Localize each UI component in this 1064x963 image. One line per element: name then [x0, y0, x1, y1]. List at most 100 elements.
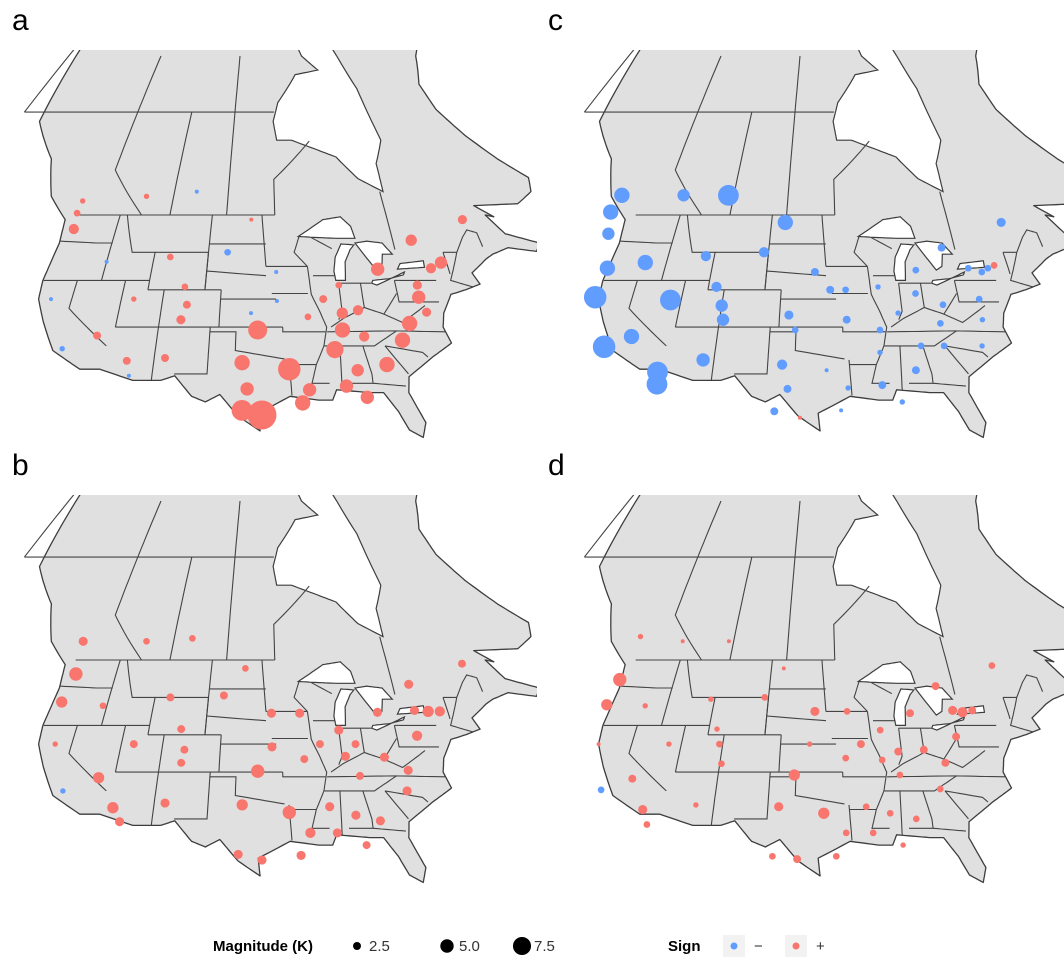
site-bubble	[405, 234, 417, 246]
site-bubble	[592, 335, 616, 359]
border	[100, 214, 121, 281]
border	[870, 236, 893, 250]
border	[306, 266, 330, 384]
border	[821, 659, 827, 712]
site-bubble	[236, 799, 248, 811]
border	[866, 266, 890, 384]
border	[114, 725, 127, 773]
water-body	[333, 243, 356, 281]
site-bubble	[791, 326, 799, 334]
border	[848, 804, 853, 841]
site-bubble	[711, 281, 722, 293]
site-bubble	[788, 769, 800, 781]
panel-label: b	[12, 449, 29, 482]
border	[933, 382, 966, 387]
water-body	[370, 270, 406, 286]
legend-label: 7.5	[534, 938, 555, 955]
site-bubble	[251, 764, 265, 778]
site-bubble	[996, 217, 1006, 227]
site-bubble	[716, 313, 730, 326]
site-bubble	[412, 280, 422, 290]
site-bubble	[129, 740, 138, 749]
border	[883, 775, 957, 792]
site-bubble	[666, 741, 672, 747]
border	[157, 734, 165, 773]
land	[597, 495, 1064, 884]
border	[1016, 674, 1037, 698]
site-bubble	[340, 751, 350, 761]
border	[1003, 251, 1034, 288]
site-bubble	[104, 259, 109, 264]
border	[583, 50, 635, 113]
legend-color-key	[730, 942, 738, 950]
border	[218, 289, 222, 328]
border	[848, 359, 853, 396]
site-bubble	[332, 828, 342, 838]
site-bubble	[856, 740, 865, 749]
border	[384, 790, 429, 803]
site-bubble	[233, 849, 243, 859]
border	[674, 725, 687, 773]
border	[866, 711, 890, 829]
legend-size-key	[512, 936, 532, 956]
site-bubble	[59, 345, 65, 352]
border	[373, 382, 406, 387]
site-bubble	[777, 214, 793, 231]
site-bubble	[758, 247, 770, 258]
border	[126, 659, 156, 735]
site-bubble	[596, 742, 601, 747]
water-body	[832, 50, 944, 193]
site-bubble	[177, 758, 186, 767]
border	[710, 327, 720, 381]
site-bubble	[425, 263, 437, 274]
site-bubble	[862, 803, 870, 811]
border	[60, 240, 113, 244]
site-bubble	[715, 299, 728, 312]
border	[853, 236, 868, 267]
border	[1016, 229, 1037, 253]
site-bubble	[304, 313, 312, 321]
border	[169, 556, 193, 661]
site-bubble	[878, 381, 887, 390]
site-bubble	[845, 385, 851, 391]
site-bubble	[404, 679, 414, 689]
site-bubble	[160, 798, 170, 808]
site-bubble	[979, 316, 986, 323]
border	[933, 827, 966, 832]
site-bubble	[948, 705, 958, 715]
site-bubble	[126, 373, 131, 378]
border	[330, 738, 397, 773]
border	[384, 345, 429, 358]
border	[157, 289, 165, 328]
site-bubble	[335, 281, 343, 289]
border	[23, 495, 75, 558]
water-body	[296, 216, 356, 239]
water-body	[893, 243, 916, 281]
site-bubble	[181, 283, 189, 291]
site-bubble	[716, 740, 723, 748]
site-bubble	[372, 707, 382, 717]
border	[442, 697, 451, 720]
border	[786, 557, 796, 661]
site-bubble	[776, 359, 788, 370]
border	[174, 331, 211, 375]
water-body	[856, 661, 916, 684]
site-bubble	[267, 742, 277, 752]
legend-label: 5.0	[459, 938, 480, 955]
site-bubble	[931, 682, 940, 691]
map-panel	[23, 495, 537, 884]
site-bubble	[832, 852, 840, 860]
border	[150, 327, 160, 381]
site-bubble	[912, 290, 919, 297]
water-body	[370, 715, 406, 731]
site-bubble	[266, 708, 276, 718]
panel-label: a	[12, 4, 29, 37]
land	[37, 50, 537, 439]
site-bubble	[394, 332, 411, 348]
site-bubble	[257, 855, 267, 865]
border	[379, 191, 396, 250]
site-bubble	[282, 805, 296, 820]
site-bubble	[895, 310, 901, 316]
site-bubble	[784, 310, 794, 320]
